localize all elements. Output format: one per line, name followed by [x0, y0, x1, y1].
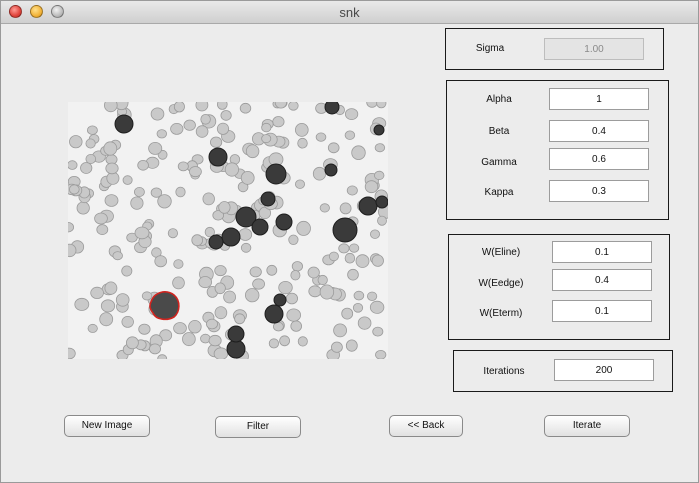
w-eedge-field[interactable] [552, 269, 652, 291]
filter-button[interactable]: Filter [215, 416, 301, 438]
sigma-field [544, 38, 644, 60]
sigma-panel: Sigma [445, 28, 664, 70]
kappa-field[interactable] [549, 180, 649, 202]
w-eterm-field[interactable] [552, 300, 652, 322]
kappa-label: Kappa [484, 187, 514, 198]
back-button[interactable]: << Back [389, 415, 463, 437]
cell-image [68, 102, 388, 359]
snake-parameters-panel: Alpha Beta Gamma Kappa [446, 80, 669, 220]
title-bar: snk [1, 1, 698, 24]
energy-weights-panel: W(Eline) W(Eedge) W(Eterm) [448, 234, 670, 340]
iterations-panel: Iterations [453, 350, 673, 392]
w-eedge-label: W(Eedge) [478, 278, 524, 289]
beta-field[interactable] [549, 120, 649, 142]
iterations-label: Iterations [483, 366, 525, 377]
sigma-label: Sigma [475, 43, 505, 54]
gamma-field[interactable] [549, 148, 649, 170]
alpha-label: Alpha [486, 94, 512, 105]
window-title: snk [339, 5, 360, 20]
blood-smear-image [68, 102, 388, 359]
beta-label: Beta [488, 126, 510, 137]
new-image-button[interactable]: New Image [64, 415, 150, 437]
iterate-button[interactable]: Iterate [544, 415, 630, 437]
w-eterm-label: W(Eterm) [479, 308, 523, 319]
w-eline-field[interactable] [552, 241, 652, 263]
close-window-icon[interactable] [9, 5, 22, 18]
zoom-window-icon[interactable] [51, 5, 64, 18]
w-eline-label: W(Eline) [481, 247, 521, 258]
minimize-window-icon[interactable] [30, 5, 43, 18]
iterations-field[interactable] [554, 359, 654, 381]
alpha-field[interactable] [549, 88, 649, 110]
gamma-label: Gamma [481, 157, 517, 168]
